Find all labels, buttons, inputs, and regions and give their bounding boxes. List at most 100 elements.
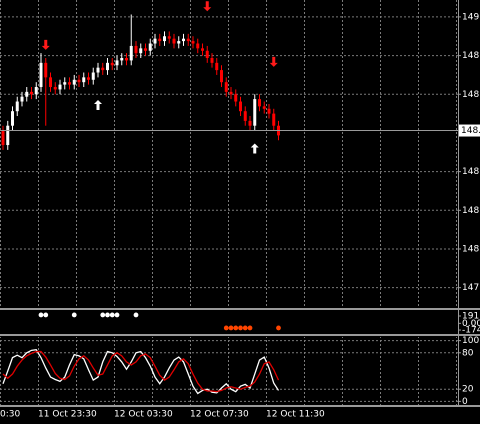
candle-body xyxy=(125,58,128,61)
candle-body xyxy=(267,108,271,114)
last-price-box xyxy=(459,124,480,137)
candle-body xyxy=(191,41,195,44)
candle-body xyxy=(148,43,152,51)
y-tick-label: 20 xyxy=(462,385,474,395)
vertical-grid xyxy=(0,337,458,405)
y-tick-label: 148. xyxy=(462,51,480,61)
candle-body xyxy=(201,48,204,51)
candle-body xyxy=(82,77,86,83)
candle-body xyxy=(44,62,48,78)
up-arrow xyxy=(250,143,259,154)
candle-body xyxy=(139,48,143,54)
dot xyxy=(223,325,229,331)
candle-body xyxy=(39,62,43,88)
candle-body xyxy=(262,106,266,109)
candle-body xyxy=(15,101,19,112)
y-tick-label: 149. xyxy=(462,12,480,22)
candle-body xyxy=(172,38,176,44)
candle-body xyxy=(224,82,228,92)
candle-body xyxy=(248,120,252,126)
y-tick-label: 80 xyxy=(462,348,474,358)
oscillator-line xyxy=(2,349,280,395)
dot xyxy=(133,312,139,318)
y-tick-label: 147. xyxy=(462,283,480,293)
candle-body xyxy=(158,38,162,42)
dot xyxy=(233,325,239,331)
candle-body xyxy=(20,96,24,102)
candle-body xyxy=(243,111,247,121)
candle-body xyxy=(153,38,157,44)
candle-body xyxy=(144,48,147,51)
candle-body xyxy=(167,36,171,39)
candle-body xyxy=(25,91,29,97)
candle-body xyxy=(106,62,109,71)
y-tick-label: 148. xyxy=(462,244,480,254)
y-tick-label: 148. xyxy=(462,90,480,100)
candle-body xyxy=(234,94,238,102)
x-tick-label: 0:30 xyxy=(0,410,20,420)
panel-separator xyxy=(0,405,480,407)
candle-body xyxy=(163,36,166,42)
dot xyxy=(105,312,110,318)
y-tick-label: -174. xyxy=(462,326,480,336)
candle-body xyxy=(220,70,223,83)
candle-body xyxy=(72,79,76,85)
candle-body xyxy=(87,77,90,80)
candle-body xyxy=(77,79,81,83)
down-arrow xyxy=(203,1,212,12)
candle-body xyxy=(120,58,124,61)
candle-body xyxy=(239,101,242,112)
candle-body xyxy=(229,91,233,95)
dot xyxy=(228,325,234,331)
oscillator-line xyxy=(2,350,280,393)
candle-body xyxy=(110,62,114,66)
candle-body xyxy=(6,125,10,146)
panel-separator xyxy=(0,334,480,336)
x-tick-label: 12 Oct 11:30 xyxy=(266,410,325,420)
down-arrow xyxy=(41,39,50,50)
panel-separator xyxy=(0,308,480,310)
down-arrow xyxy=(269,56,278,67)
x-tick-label: 12 Oct 07:30 xyxy=(190,410,249,420)
candle-body xyxy=(68,82,71,85)
candle-body xyxy=(96,67,100,73)
dot xyxy=(114,312,120,318)
dot xyxy=(247,325,253,331)
dot xyxy=(276,325,281,331)
y-tick-label: 0 xyxy=(462,397,468,407)
x-tick-label: 12 Oct 03:30 xyxy=(114,410,173,420)
candle-body xyxy=(253,99,257,126)
candle-body xyxy=(196,43,200,49)
last-price-label: 148. xyxy=(461,126,480,136)
candle-body xyxy=(34,87,38,95)
dot xyxy=(109,312,115,318)
dot xyxy=(43,312,49,318)
y-tick-label: 148. xyxy=(462,206,480,216)
candle-body xyxy=(210,58,214,63)
candle-body xyxy=(182,38,185,42)
candle-body xyxy=(63,82,67,85)
candle-body xyxy=(134,45,138,54)
candle-body xyxy=(186,38,190,42)
dot xyxy=(242,325,248,331)
up-arrow xyxy=(94,99,102,110)
dot xyxy=(100,312,106,318)
candle-body xyxy=(101,67,105,71)
candle-body xyxy=(205,50,209,59)
candle-body xyxy=(30,91,33,95)
candle-body xyxy=(129,45,133,61)
candle-body xyxy=(53,87,57,90)
dot xyxy=(238,325,243,331)
vertical-grid xyxy=(0,0,458,307)
candle-body xyxy=(177,41,181,44)
candle-body xyxy=(49,77,52,88)
y-tick-label: 100 xyxy=(462,336,479,346)
candle-body xyxy=(91,72,95,80)
candle-body xyxy=(272,113,276,126)
x-tick-label: 11 Oct 23:30 xyxy=(38,410,97,420)
candle-body xyxy=(258,99,261,107)
y-tick-label: 148. xyxy=(462,167,480,177)
dot xyxy=(38,312,44,318)
candle-body xyxy=(215,62,219,71)
